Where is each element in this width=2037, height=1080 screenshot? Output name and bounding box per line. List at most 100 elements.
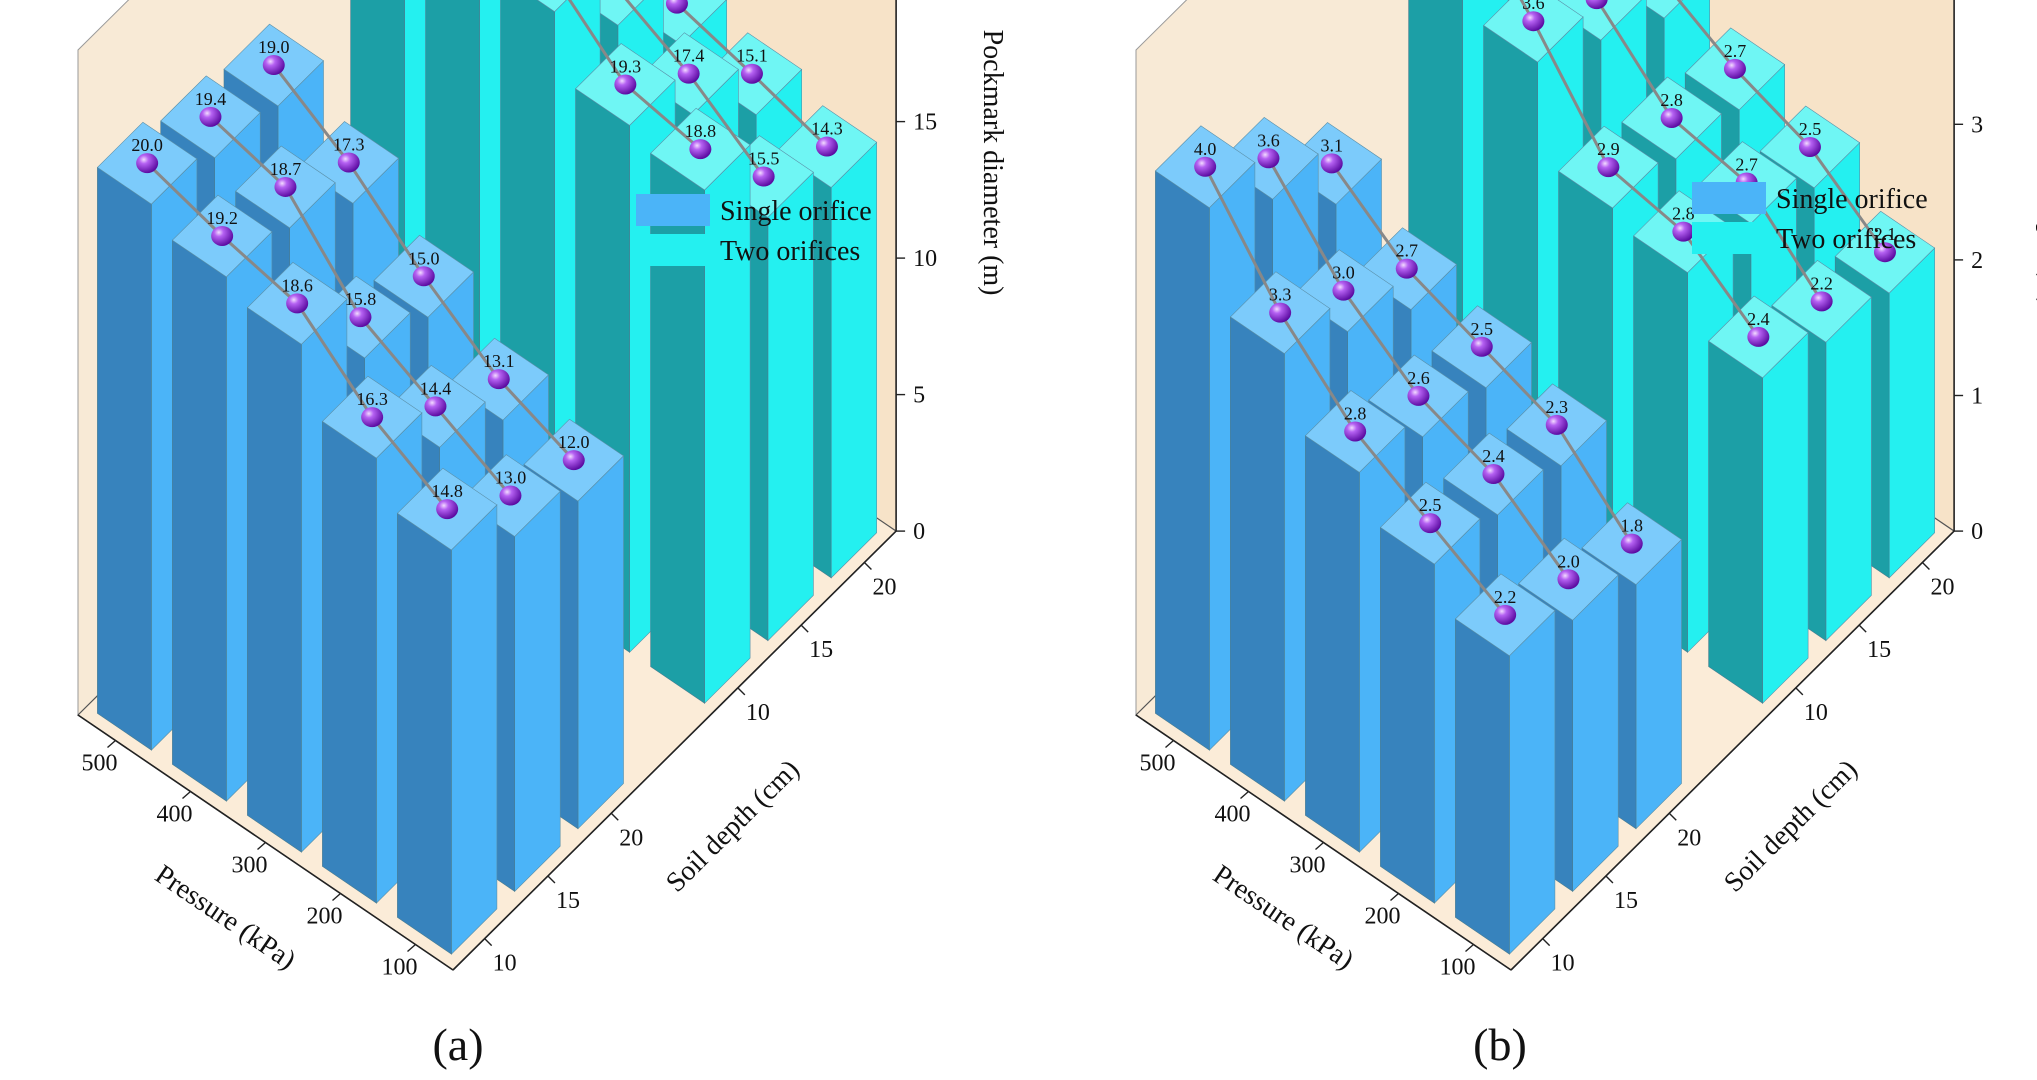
- data-marker: [562, 450, 585, 471]
- trend-connector: [1492, 473, 1570, 581]
- trend-connector: [422, 275, 500, 381]
- data-marker: [614, 74, 637, 95]
- soil-depth-tick: [547, 875, 556, 884]
- soil-depth-tick: [1858, 624, 1867, 633]
- soil-depth-tick-label: 15: [1614, 888, 1638, 914]
- data-marker: [1494, 604, 1517, 625]
- z-tick-label: 1: [1971, 384, 1983, 410]
- trend-connector: [146, 162, 224, 238]
- data-marker: [1810, 291, 1833, 312]
- trend-connector: [359, 316, 437, 408]
- data-marker: [1395, 258, 1418, 279]
- pressure-tick-label: 200: [1365, 904, 1401, 930]
- trend-connector: [284, 186, 362, 318]
- trend-connector: [1595, 0, 1673, 119]
- pressure-tick-label: 400: [1215, 802, 1251, 828]
- trend-connector: [295, 302, 374, 418]
- data-marker: [1482, 464, 1505, 485]
- data-marker: [677, 63, 700, 84]
- bar-two-orifice: [1708, 295, 1809, 705]
- soil-depth-tick-label: 10: [493, 951, 517, 977]
- pressure-tick: [1465, 943, 1474, 953]
- trend-connector: [1733, 67, 1812, 148]
- data-label: 19.3: [610, 56, 642, 76]
- soil-depth-tick: [610, 812, 619, 821]
- data-label: 14.4: [420, 378, 452, 398]
- data-label: 3.3: [1269, 285, 1292, 305]
- data-marker: [499, 485, 522, 506]
- bar-single-orifice: [1454, 573, 1556, 955]
- data-label: 15.1: [736, 46, 768, 66]
- data-marker: [361, 407, 384, 428]
- soil-depth-tick-label: 15: [1867, 637, 1891, 663]
- data-label: 2.4: [1747, 309, 1770, 329]
- pressure-tick: [1165, 739, 1174, 749]
- data-marker: [815, 136, 838, 157]
- z-tick-label: 10: [913, 246, 937, 272]
- data-marker: [199, 106, 222, 127]
- soil-depth-axis-title: Soil depth (cm): [660, 754, 806, 899]
- data-marker: [665, 0, 688, 14]
- trend-connector: [1555, 424, 1634, 545]
- data-marker: [1620, 533, 1643, 554]
- soil-depth-tick-label: 20: [872, 574, 896, 600]
- data-marker: [1660, 107, 1683, 128]
- soil-depth-tick-label: 10: [1551, 951, 1575, 977]
- pressure-tick-label: 300: [1290, 853, 1326, 879]
- z-tick-label: 5: [913, 383, 925, 409]
- data-marker: [1470, 336, 1493, 357]
- data-marker: [412, 266, 435, 287]
- trend-connector: [1670, 116, 1748, 184]
- z-tick-label: 0: [913, 519, 925, 545]
- data-marker: [1545, 414, 1568, 435]
- data-label: 18.8: [685, 121, 717, 141]
- data-marker: [1257, 148, 1280, 169]
- soil-depth-tick: [1605, 875, 1614, 884]
- data-label: 2.2: [1810, 273, 1833, 293]
- data-label: 2.1: [1874, 224, 1897, 244]
- data-marker: [1522, 11, 1545, 32]
- pressure-tick-label: 200: [307, 904, 343, 930]
- data-marker: [689, 139, 712, 160]
- pressure-tick: [107, 739, 116, 749]
- trend-connector: [1428, 522, 1507, 616]
- trend-connector: [1267, 157, 1345, 292]
- data-label: 3.6: [1522, 0, 1545, 13]
- soil-depth-tick-label: 20: [619, 825, 643, 851]
- trend-connector: [1342, 289, 1420, 397]
- data-marker: [740, 63, 763, 84]
- data-label: 17.4: [673, 46, 705, 66]
- data-label: 2.3: [1546, 397, 1569, 417]
- legend-label-single: Single orifice: [720, 196, 872, 227]
- data-marker: [262, 55, 285, 76]
- panel-label-b: (b): [1473, 1019, 1527, 1070]
- data-label: 3.1: [1321, 135, 1344, 155]
- pressure-tick-label: 100: [382, 955, 418, 981]
- data-marker: [1194, 156, 1217, 177]
- soil-depth-tick: [1921, 561, 1930, 570]
- data-marker: [487, 369, 510, 390]
- data-marker: [286, 293, 309, 314]
- data-marker: [211, 225, 234, 246]
- z-axis-title: Pockmark depth (m): [2035, 77, 2037, 307]
- trend-connector: [1417, 394, 1495, 476]
- data-label: 2.5: [1799, 119, 1822, 139]
- data-label: 18.7: [270, 159, 302, 179]
- pressure-tick-label: 100: [1440, 955, 1476, 981]
- data-label: 2.8: [1672, 204, 1695, 224]
- soil-depth-tick: [800, 624, 809, 633]
- bar-single-orifice: [396, 467, 498, 955]
- pressure-tick-label: 300: [232, 853, 268, 879]
- data-marker: [1419, 513, 1442, 534]
- trend-connector: [624, 83, 702, 151]
- data-label: 2.9: [1597, 139, 1620, 159]
- data-marker: [349, 307, 372, 328]
- trend-connector: [750, 72, 828, 148]
- pressure-tick: [332, 892, 341, 902]
- z-tick-label: 3: [1971, 112, 1983, 138]
- data-marker: [1747, 326, 1770, 347]
- data-label: 19.0: [258, 37, 290, 57]
- data-marker: [1407, 385, 1430, 406]
